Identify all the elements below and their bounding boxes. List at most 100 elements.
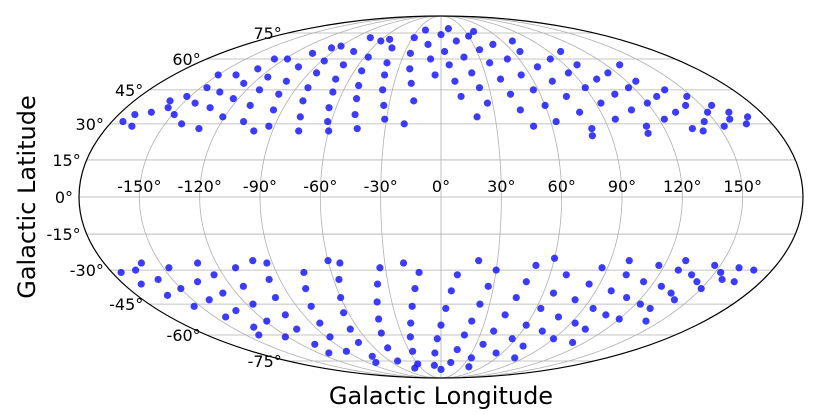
data-point [327,44,336,52]
data-point [657,282,665,290]
data-point [275,90,283,98]
data-point [373,280,382,288]
data-point [483,99,492,107]
data-point [384,344,392,352]
data-point [522,321,530,329]
data-point [265,122,273,130]
data-point [379,86,387,94]
latitude-tick-label: -75° [248,352,282,371]
data-point [549,335,558,343]
data-point [177,285,185,293]
data-point [336,259,344,267]
data-point [373,298,381,306]
data-point [486,59,494,67]
data-point [720,122,728,130]
data-point [627,106,636,114]
data-point [576,108,584,116]
data-point [239,282,247,290]
data-point [293,325,301,333]
data-point [326,333,334,341]
data-point [632,77,640,85]
longitude-tick-label: -60° [303,177,337,196]
data-point [468,317,476,325]
data-point [598,264,606,272]
data-point [550,254,559,262]
data-point [674,266,682,274]
data-point [137,280,145,288]
data-point [476,300,484,308]
data-point [743,113,752,121]
latitude-tick-label: 30° [76,115,104,134]
data-point [263,259,271,267]
data-point [216,88,224,96]
data-point [249,257,257,265]
data-point [492,266,500,274]
data-point [400,120,408,128]
data-point [699,127,707,135]
latitude-tick-label: 45° [115,81,143,100]
data-point [682,257,690,265]
data-point [453,346,461,354]
data-point [294,63,303,71]
data-point [465,363,473,371]
data-point [117,268,125,277]
latitude-tick-label: -60° [167,326,201,345]
data-point [424,40,432,49]
data-point [532,261,540,269]
data-point [281,333,289,341]
data-point [593,75,601,83]
data-point [465,32,473,40]
data-point [557,47,565,56]
data-point [232,71,240,79]
data-point [750,266,758,274]
data-point [447,358,455,367]
data-point [324,117,332,126]
latitude-tick-label: 0° [55,188,73,207]
data-point [642,317,650,325]
data-point [611,115,619,123]
data-point [351,110,359,119]
data-point [271,293,280,302]
data-point [533,63,542,71]
data-point [708,101,716,109]
data-point [569,338,577,347]
data-point [406,49,415,57]
data-point [411,364,419,372]
data-point [300,268,308,277]
data-point [339,61,348,69]
data-point [506,90,515,98]
data-point [552,117,560,126]
data-point [467,354,475,362]
data-point [655,261,663,269]
data-point [703,108,712,116]
longitude-tick-label: -90° [243,177,277,196]
data-point [688,125,696,133]
data-point [337,42,345,50]
data-point [263,317,271,325]
data-point [342,347,351,355]
data-point [191,99,199,107]
data-point [381,115,389,123]
data-point [229,95,237,103]
data-point [163,291,172,299]
data-point [354,338,363,347]
data-point [512,293,520,302]
data-point [339,309,348,317]
longitude-tick-label: 90° [608,177,636,196]
data-point [538,327,546,335]
data-point [282,77,290,85]
longitude-tick-label: 0° [432,177,450,196]
data-point [697,285,705,293]
data-point [460,53,468,61]
data-point [246,101,254,109]
data-point [693,278,701,286]
data-point [337,293,345,302]
data-point [283,55,292,63]
longitude-tick-label: 120° [663,177,702,196]
data-point [407,319,415,327]
data-point [453,271,461,279]
data-point [564,69,572,77]
data-point [604,69,612,77]
data-point [254,65,262,73]
data-point [239,117,248,126]
